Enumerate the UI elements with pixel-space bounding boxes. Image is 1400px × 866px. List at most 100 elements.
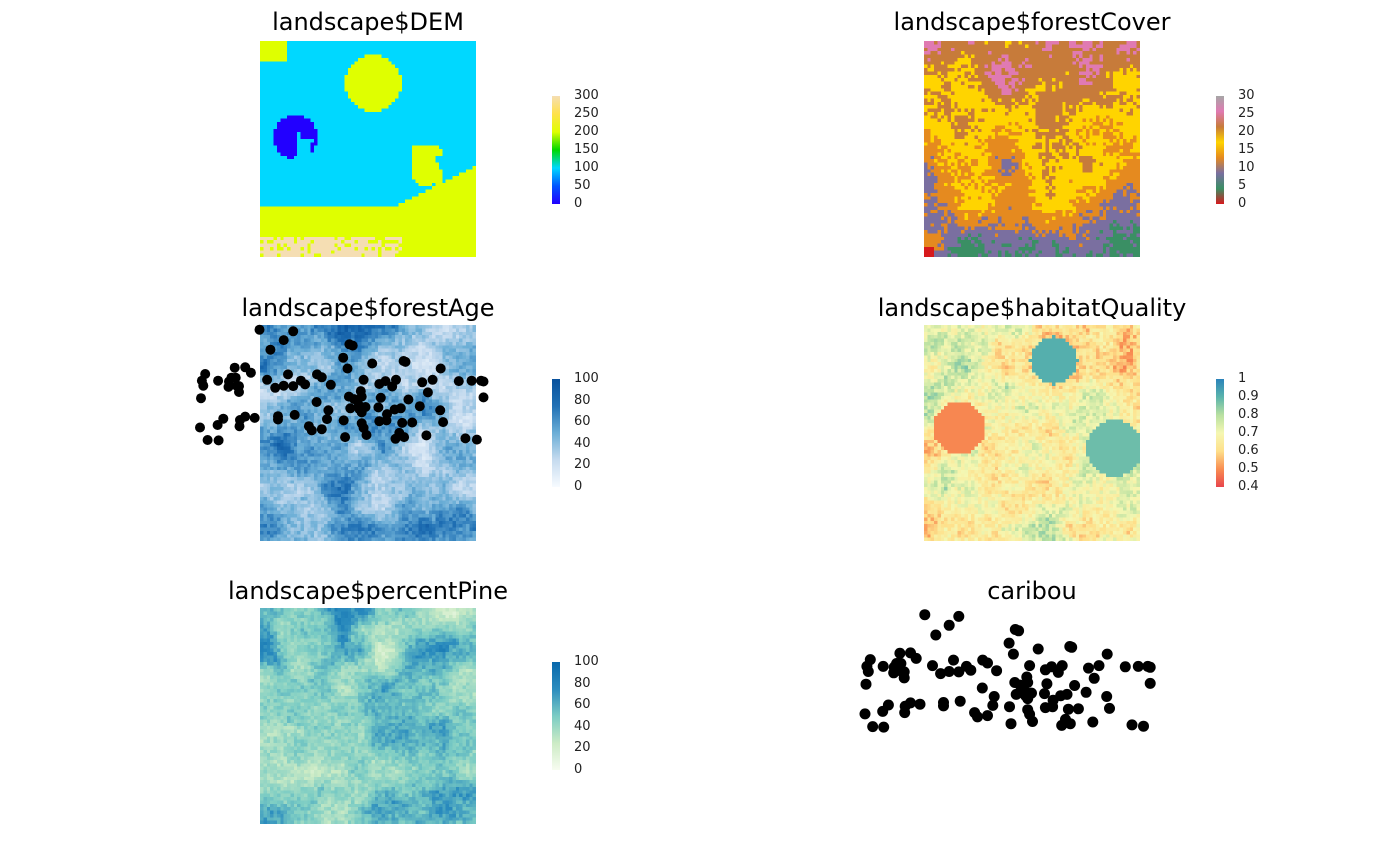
caribou-point [953, 666, 965, 678]
legend-colorbar [552, 662, 560, 770]
chart-title: landscape$DEM [272, 8, 464, 36]
caribou-point [1013, 625, 1025, 637]
legend-tick-label: 10 [1238, 160, 1255, 175]
caribou-point [987, 699, 999, 711]
caribou-point [265, 344, 276, 355]
legend-tick-label: 0 [574, 196, 583, 211]
caribou-point [202, 435, 213, 445]
caribou-point [965, 664, 977, 676]
legend-tick-label: 100 [574, 371, 599, 386]
caribou-point [421, 430, 432, 441]
caribou-point [254, 324, 265, 335]
caribou-point [1088, 672, 1100, 684]
forest-cover-legend: 30 25 20 15 10 5 0 [1216, 89, 1276, 210]
caribou-point [982, 657, 993, 669]
caribou-point [1056, 719, 1068, 731]
caribou-point [249, 412, 260, 423]
caribou-point [1039, 688, 1050, 700]
caribou-point [234, 387, 244, 397]
caribou-point [1138, 720, 1149, 732]
dem-legend: 300 250 200 150 100 50 0 [552, 89, 612, 210]
caribou-point [878, 721, 890, 733]
caribou-point [478, 392, 489, 403]
legend-tick-label: 25 [1238, 106, 1255, 121]
caribou-point [1080, 686, 1092, 698]
legend-tick-label: 250 [574, 106, 599, 121]
caribou-point [400, 356, 411, 367]
caribou-point [316, 424, 327, 435]
percent-pine-panel: landscape$percentPine 100 80 60 40 20 0 [0, 575, 700, 866]
legend-tick-label: 0 [574, 762, 583, 777]
legend-tick-label: 0.5 [1238, 461, 1259, 476]
legend-tick-label: 60 [574, 414, 591, 430]
caribou-point [399, 432, 410, 443]
caribou-point [1069, 680, 1081, 691]
caribou-point [338, 415, 349, 426]
caribou-point [435, 405, 446, 416]
forest-age-caribou-overlay [195, 324, 489, 446]
caribou-point [1101, 648, 1113, 660]
caribou-point [358, 374, 369, 385]
caribou-point [288, 326, 299, 337]
caribou-point [466, 375, 477, 386]
legend-colorbar [1216, 96, 1224, 204]
caribou-point [1041, 678, 1053, 690]
caribou-point [325, 379, 336, 390]
caribou-point [1066, 641, 1078, 653]
caribou-point [435, 363, 446, 374]
caribou-point [1132, 660, 1144, 672]
dem-panel: landscape$DEM 300 250 200 150 100 50 0 [0, 0, 700, 290]
caribou-point [306, 425, 317, 436]
percent-pine-raster [260, 608, 476, 824]
caribou-point [1101, 691, 1113, 702]
caribou-point [1007, 648, 1019, 660]
caribou-point [340, 432, 351, 443]
caribou-point [288, 381, 299, 392]
caribou-point [905, 697, 916, 709]
caribou-point [930, 629, 942, 641]
caribou-point [453, 376, 464, 387]
caribou-scatter [859, 609, 1156, 733]
caribou-point [223, 381, 234, 392]
legend-tick-label: 5 [1238, 178, 1247, 193]
forest-age-legend: 100 80 60 40 20 0 [552, 372, 612, 493]
caribou-point [1022, 693, 1034, 705]
caribou-point [322, 414, 332, 425]
caribou-point [478, 376, 489, 387]
chart-title: caribou [987, 577, 1077, 605]
caribou-point [1064, 718, 1076, 730]
caribou-point [899, 707, 911, 719]
caribou-point [375, 392, 386, 403]
legend-tick-label: 0.8 [1238, 407, 1259, 422]
caribou-point [1039, 664, 1051, 676]
forest-cover-panel: landscape$forestCover 30 25 20 15 10 5 0 [700, 0, 1400, 290]
caribou-point [914, 698, 926, 710]
legend-tick-label: 100 [574, 160, 599, 175]
caribou-point [374, 379, 385, 389]
caribou-point [954, 695, 966, 707]
caribou-point [1062, 703, 1074, 715]
caribou-point [1024, 660, 1036, 672]
caribou-point [422, 387, 433, 398]
legend-tick-label: 0.9 [1238, 389, 1259, 404]
caribou-point [345, 403, 356, 414]
legend-tick-label: 20 [574, 740, 591, 756]
caribou-point [356, 391, 367, 402]
caribou-point [229, 362, 240, 373]
caribou-point [270, 382, 281, 393]
caribou-point [283, 369, 293, 380]
caribou-point [347, 340, 358, 351]
caribou-point [888, 667, 900, 679]
caribou-point [927, 660, 938, 672]
caribou-point [390, 433, 401, 444]
caribou-point [1010, 688, 1022, 700]
caribou-point [240, 411, 251, 422]
caribou-point [1093, 660, 1105, 672]
caribou-point [213, 375, 224, 386]
caribou-point [323, 405, 334, 416]
caribou-point [213, 435, 224, 446]
caribou-point [860, 678, 872, 690]
caribou-point [943, 619, 955, 631]
legend-tick-label: 0.6 [1238, 443, 1259, 458]
caribou-point [245, 367, 256, 378]
